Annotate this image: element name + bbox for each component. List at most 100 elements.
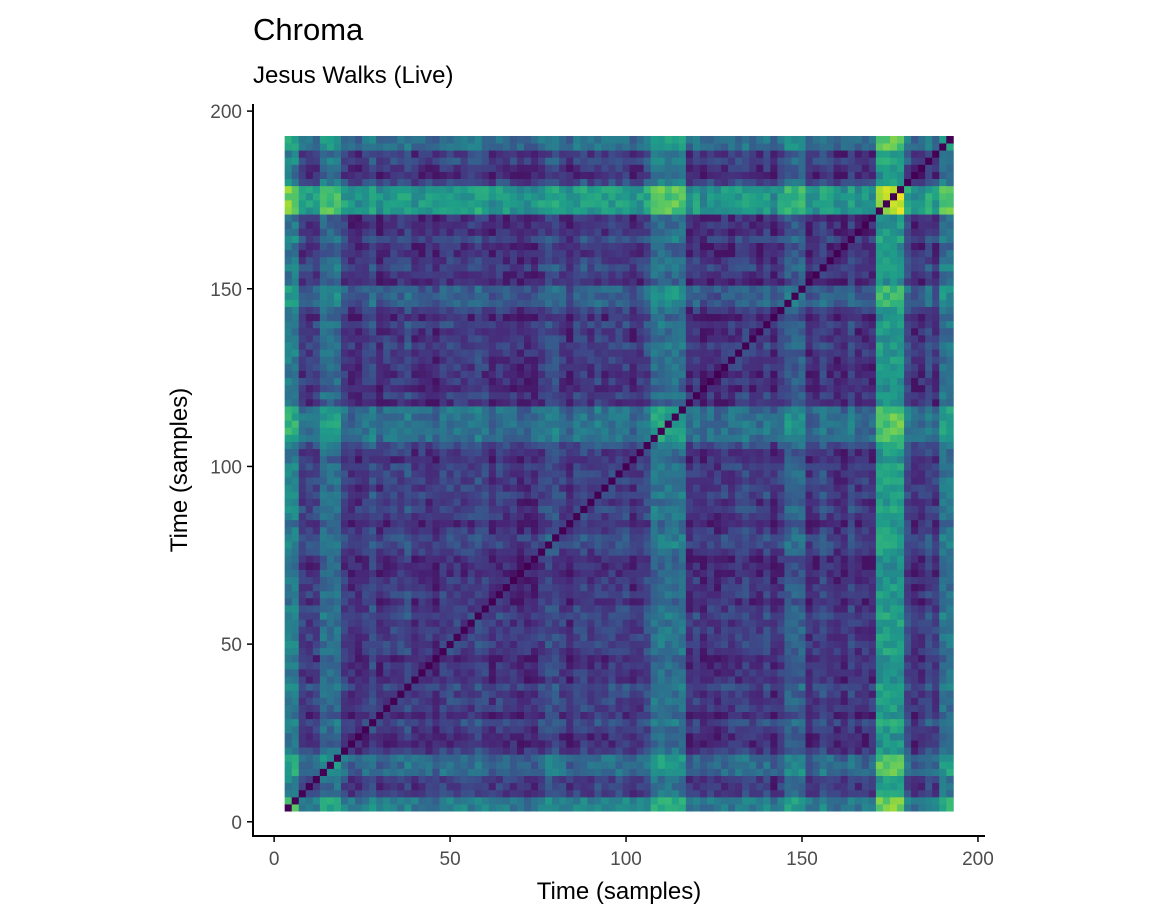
heatmap-cell — [404, 775, 412, 784]
heatmap-cell — [333, 804, 342, 812]
heatmap-cell — [502, 455, 511, 464]
heatmap-cell — [291, 249, 300, 258]
heatmap-cell — [488, 533, 497, 542]
heatmap-cell — [509, 484, 518, 492]
heatmap-cell — [495, 668, 504, 677]
heatmap-cell — [516, 235, 525, 243]
heatmap-cell — [538, 683, 546, 691]
heatmap-cell — [446, 228, 454, 236]
heatmap-cell — [552, 299, 560, 307]
heatmap-cell — [291, 711, 300, 720]
heatmap-cell — [390, 740, 398, 748]
heatmap-cell — [580, 455, 588, 464]
heatmap-cell — [418, 256, 426, 265]
heatmap-cell — [348, 725, 356, 734]
heatmap-cell — [425, 804, 433, 812]
heatmap-cell — [545, 370, 553, 379]
heatmap-cell — [291, 633, 300, 641]
heatmap-cell — [312, 391, 321, 400]
heatmap-cell — [425, 427, 433, 435]
heatmap-cell — [467, 583, 476, 592]
heatmap-cell — [397, 583, 405, 592]
heatmap-cell — [650, 747, 659, 755]
heatmap-cell — [531, 271, 539, 279]
heatmap-cell — [411, 541, 419, 549]
heatmap-cell — [390, 668, 398, 677]
heatmap-cell — [509, 690, 518, 698]
heatmap-cell — [594, 711, 602, 720]
heatmap-cell — [488, 768, 497, 776]
heatmap-cell — [326, 555, 335, 563]
heatmap-cell — [425, 533, 433, 542]
heatmap-cell — [362, 512, 370, 521]
heatmap-cell — [566, 413, 574, 421]
heatmap-cell — [594, 242, 602, 251]
heatmap-cell — [411, 228, 419, 236]
heatmap-cell — [439, 782, 447, 791]
heatmap-cell — [319, 498, 328, 506]
heatmap-cell — [488, 143, 497, 151]
heatmap-cell — [298, 477, 307, 485]
heatmap-cell — [552, 533, 560, 542]
heatmap-cell — [348, 441, 356, 450]
heatmap-cell — [523, 548, 532, 556]
heatmap-cell — [467, 398, 476, 407]
heatmap-cell — [516, 555, 525, 563]
heatmap-cell — [369, 498, 377, 506]
heatmap-cell — [411, 263, 419, 272]
heatmap-cell — [495, 263, 504, 272]
heatmap-cell — [608, 406, 616, 414]
heatmap-cell — [559, 384, 567, 393]
heatmap-cell — [559, 434, 567, 442]
heatmap-cell — [418, 512, 426, 521]
heatmap-cell — [622, 754, 630, 762]
heatmap-cell — [425, 398, 433, 407]
heatmap-cell — [348, 477, 356, 485]
heatmap-cell — [369, 470, 377, 478]
heatmap-cell — [580, 470, 588, 478]
heatmap-cell — [615, 740, 623, 748]
heatmap-cell — [333, 143, 342, 151]
heatmap-cell — [650, 427, 659, 435]
heatmap-cell — [291, 377, 300, 386]
heatmap-cell — [629, 334, 637, 343]
heatmap-cell — [425, 448, 433, 457]
heatmap-cell — [594, 747, 602, 755]
heatmap-cell — [411, 690, 419, 698]
heatmap-cell — [333, 363, 342, 371]
heatmap-cell — [383, 434, 391, 442]
heatmap-cell — [608, 704, 616, 713]
heatmap-cell — [383, 789, 391, 798]
heatmap-cell — [319, 711, 328, 720]
heatmap-cell — [418, 796, 426, 805]
heatmap-cell — [523, 704, 532, 713]
heatmap-cell — [629, 519, 637, 528]
heatmap-cell — [594, 413, 602, 421]
heatmap-cell — [326, 178, 335, 187]
heatmap-cell — [559, 391, 567, 400]
heatmap-cell — [397, 619, 405, 627]
heatmap-cell — [629, 761, 637, 769]
heatmap-cell — [390, 555, 398, 563]
heatmap-cell — [538, 562, 546, 570]
heatmap-cell — [397, 391, 405, 400]
heatmap-cell — [502, 356, 511, 364]
heatmap-cell — [376, 143, 384, 151]
heatmap-cell — [390, 597, 398, 606]
heatmap-cell — [418, 718, 426, 727]
heatmap-cell — [531, 612, 539, 620]
heatmap-cell — [411, 569, 419, 578]
heatmap-cell — [284, 214, 293, 222]
heatmap-cell — [453, 441, 462, 450]
heatmap-cell — [362, 228, 370, 236]
heatmap-cell — [502, 249, 511, 258]
heatmap-cell — [474, 320, 483, 329]
heatmap-cell — [432, 384, 440, 393]
heatmap-cell — [460, 406, 469, 414]
heatmap-cell — [432, 313, 440, 322]
heatmap-cell — [404, 640, 412, 649]
heatmap-cell — [559, 199, 567, 208]
heatmap-cell — [545, 427, 553, 435]
heatmap-cell — [538, 676, 546, 684]
heatmap-cell — [432, 342, 440, 350]
